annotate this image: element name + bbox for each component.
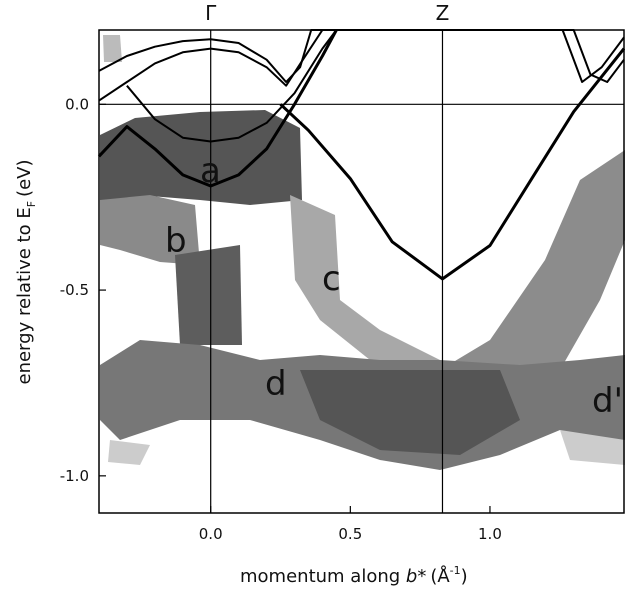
x-label-close: ) [461,566,468,587]
annotation: c [322,259,341,299]
plot-frame [98,29,625,514]
reference-label: Γ [205,1,217,25]
x-tick-label: 0.0 [199,525,223,543]
intensity-map [100,35,625,470]
band-line [98,29,625,83]
y-label-text: energy relative to E [14,207,35,384]
y-tick-label: 0.0 [65,95,89,113]
x-axis-label: momentum along b* (Å-1) [240,564,468,587]
y-label-unit: (eV) [14,160,35,197]
annotation: d' [592,381,623,421]
x-tick-label: 1.0 [478,525,502,543]
y-tick-label: -0.5 [60,281,89,299]
y-label-sub: F [25,201,38,207]
y-tick-label: -1.0 [60,467,89,485]
x-label-text: momentum along [240,566,406,587]
annotation: d [265,364,287,404]
band-line [279,47,625,281]
reference-label: Z [436,1,450,25]
x-label-var: b* [406,566,426,587]
band-line [126,29,338,143]
band-line [98,29,625,102]
annotation: b [165,221,187,261]
y-axis-label: energy relative to EF (eV) [14,160,38,385]
annotation: a [200,151,221,191]
x-label-unit: (Å [430,565,450,587]
x-label-sup: -1 [450,564,461,577]
x-tick-label: 0.5 [338,525,362,543]
band-line [97,29,338,188]
